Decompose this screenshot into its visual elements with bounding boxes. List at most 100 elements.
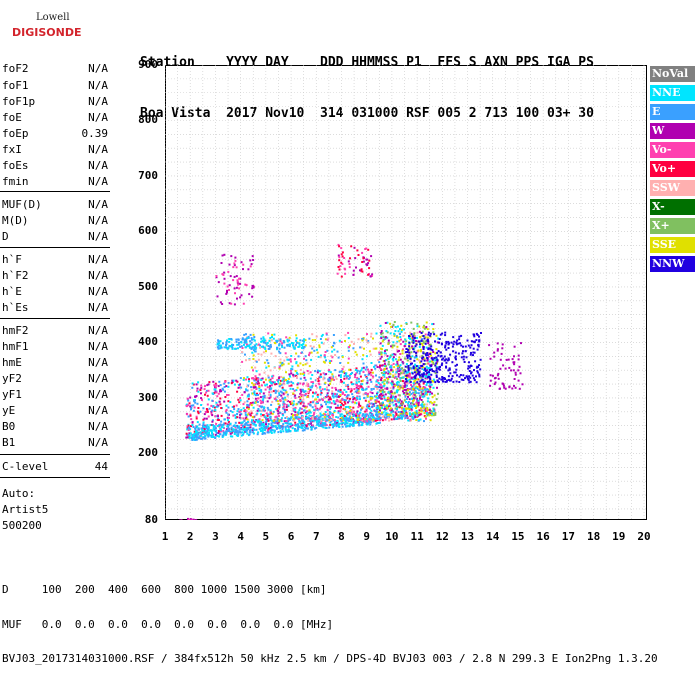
echo-point xyxy=(225,422,227,424)
echo-point xyxy=(448,375,450,377)
echo-point xyxy=(452,346,454,348)
echo-point xyxy=(365,414,367,416)
echo-point xyxy=(392,375,394,377)
echo-point xyxy=(248,380,250,382)
echo-point xyxy=(230,303,232,305)
echo-point xyxy=(340,262,342,264)
echo-point xyxy=(480,359,482,361)
x-tick-label: 12 xyxy=(432,530,452,543)
echo-point xyxy=(478,375,480,377)
echo-point xyxy=(440,352,442,354)
echo-point xyxy=(408,352,410,354)
echo-point xyxy=(421,343,423,345)
echo-point xyxy=(314,339,316,341)
echo-point xyxy=(396,382,398,384)
echo-point xyxy=(260,428,262,430)
echo-point xyxy=(189,437,191,439)
echo-point xyxy=(329,402,331,404)
echo-point xyxy=(300,400,302,402)
echo-point xyxy=(336,378,338,380)
echo-point xyxy=(395,342,397,344)
echo-point xyxy=(448,347,450,349)
echo-point xyxy=(426,366,428,368)
echo-point xyxy=(471,371,473,373)
echo-point xyxy=(410,363,412,365)
echo-point xyxy=(352,396,354,398)
echo-point xyxy=(233,262,235,264)
echo-point xyxy=(432,328,434,330)
echo-point xyxy=(413,328,415,330)
echo-point xyxy=(253,338,255,340)
echo-point xyxy=(277,422,279,424)
param-name: h`E xyxy=(2,285,22,299)
echo-point xyxy=(195,519,197,520)
echo-point xyxy=(445,341,447,343)
echo-point xyxy=(353,420,355,422)
echo-point xyxy=(279,412,281,414)
echo-point xyxy=(468,381,470,383)
echo-point xyxy=(211,421,213,423)
param-value: N/A xyxy=(88,372,108,386)
echo-point xyxy=(230,255,232,257)
echo-point xyxy=(398,357,400,359)
echo-point xyxy=(380,403,382,405)
echo-point xyxy=(344,375,346,377)
echo-point xyxy=(428,332,430,334)
echo-point xyxy=(359,392,361,394)
echo-point xyxy=(368,386,370,388)
echo-point xyxy=(310,401,312,403)
echo-point xyxy=(204,388,206,390)
echo-point xyxy=(271,423,273,425)
echo-point xyxy=(241,261,243,263)
echo-point xyxy=(316,419,318,421)
echo-point xyxy=(246,418,248,420)
echo-point xyxy=(324,401,326,403)
echo-point xyxy=(289,401,291,403)
echo-point xyxy=(192,383,194,385)
echo-point xyxy=(391,418,393,420)
param-name: B1 xyxy=(2,436,15,450)
echo-point xyxy=(378,418,380,420)
echo-point xyxy=(392,414,394,416)
echo-point xyxy=(200,392,202,394)
echo-point xyxy=(331,373,333,375)
echo-point xyxy=(221,347,223,349)
echo-point xyxy=(259,424,261,426)
echo-point xyxy=(257,410,259,412)
echo-point xyxy=(376,397,378,399)
echo-point xyxy=(402,352,404,354)
echo-point xyxy=(232,415,234,417)
echo-point xyxy=(378,422,380,424)
echo-point xyxy=(414,389,416,391)
echo-point xyxy=(283,401,285,403)
echo-point xyxy=(237,399,239,401)
echo-point xyxy=(350,373,352,375)
echo-point xyxy=(235,425,237,427)
echo-point xyxy=(387,378,389,380)
echo-point xyxy=(422,375,424,377)
param-name: fxI xyxy=(2,143,22,157)
echo-point xyxy=(309,415,311,417)
echo-point xyxy=(348,420,350,422)
echo-point xyxy=(273,334,275,336)
echo-point xyxy=(353,411,355,413)
echo-point xyxy=(312,392,314,394)
echo-point xyxy=(514,378,516,380)
echo-point xyxy=(409,398,411,400)
echo-point xyxy=(281,364,283,366)
echo-point xyxy=(410,361,412,363)
echo-point xyxy=(328,369,330,371)
echo-point xyxy=(404,339,406,341)
echo-point xyxy=(347,401,349,403)
echo-point xyxy=(510,369,512,371)
echo-point xyxy=(322,334,324,336)
x-tick-label: 11 xyxy=(407,530,427,543)
echo-point xyxy=(343,382,345,384)
echo-point xyxy=(361,252,363,254)
echo-point xyxy=(402,415,404,417)
echo-point xyxy=(256,429,258,431)
echo-point xyxy=(452,381,454,383)
echo-point xyxy=(337,412,339,414)
echo-point xyxy=(413,382,415,384)
